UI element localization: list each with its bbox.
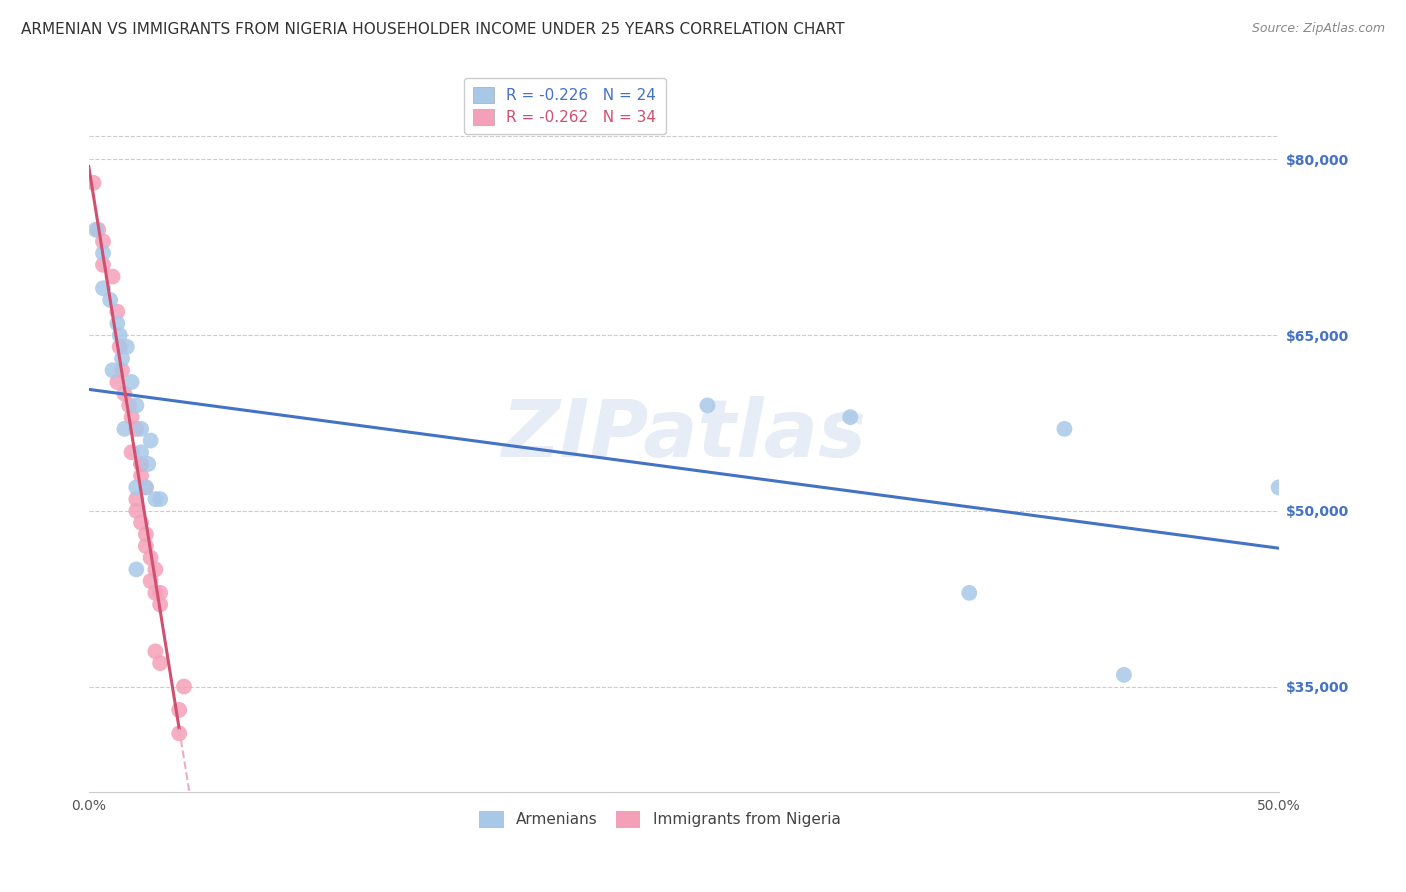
Point (101, 363, 124, 377)
Point (135, 539, 157, 553)
Point (129, 457, 152, 471)
Point (129, 422, 152, 436)
Point (91, 258, 114, 272)
Point (135, 527, 157, 541)
Legend: Armenians, Immigrants from Nigeria: Armenians, Immigrants from Nigeria (474, 805, 846, 834)
Point (125, 492, 148, 507)
Point (145, 644, 167, 658)
Text: ZIPatlas: ZIPatlas (501, 396, 866, 474)
Point (84, 223, 107, 237)
Point (129, 445, 152, 459)
Point (139, 434, 162, 448)
Point (121, 410, 143, 425)
Point (125, 422, 148, 436)
Point (1112, 668, 1135, 682)
Point (101, 269, 124, 284)
Point (91, 281, 114, 295)
Point (136, 457, 159, 471)
Point (105, 317, 128, 331)
Point (129, 468, 152, 483)
Point (139, 550, 162, 565)
Point (111, 351, 134, 366)
Point (108, 340, 131, 354)
Point (121, 375, 143, 389)
Text: Source: ZipAtlas.com: Source: ZipAtlas.com (1251, 22, 1385, 36)
Point (121, 445, 143, 459)
Point (839, 410, 862, 425)
Point (149, 586, 172, 600)
Point (125, 504, 148, 518)
Point (167, 703, 190, 717)
Point (145, 562, 167, 576)
Point (173, 680, 195, 694)
Point (114, 386, 136, 401)
Point (1267, 480, 1289, 494)
Point (83, 176, 105, 190)
Point (135, 480, 157, 494)
Point (145, 586, 167, 600)
Point (149, 656, 172, 670)
Point (167, 726, 190, 740)
Point (139, 574, 162, 588)
Point (125, 562, 148, 576)
Point (145, 492, 167, 507)
Point (111, 363, 134, 377)
Point (98, 293, 121, 307)
Point (91, 246, 114, 260)
Point (91, 235, 114, 249)
Point (105, 304, 128, 318)
Point (149, 492, 172, 507)
Point (696, 399, 718, 413)
Point (1053, 422, 1076, 436)
Point (114, 422, 136, 436)
Point (957, 586, 980, 600)
Point (118, 399, 141, 413)
Point (115, 340, 138, 354)
Point (125, 480, 148, 494)
Point (105, 375, 128, 389)
Point (129, 457, 152, 471)
Point (149, 598, 172, 612)
Point (129, 516, 152, 530)
Text: ARMENIAN VS IMMIGRANTS FROM NIGERIA HOUSEHOLDER INCOME UNDER 25 YEARS CORRELATIO: ARMENIAN VS IMMIGRANTS FROM NIGERIA HOUS… (21, 22, 845, 37)
Point (108, 328, 131, 343)
Point (135, 480, 157, 494)
Point (87, 223, 110, 237)
Point (125, 399, 148, 413)
